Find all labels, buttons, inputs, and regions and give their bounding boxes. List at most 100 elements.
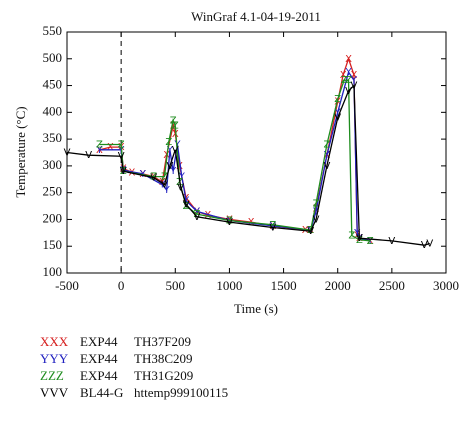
legend-tag: TH31G209 [134,368,193,383]
point-marker: V [183,199,190,210]
point-marker: X [345,54,352,65]
point-marker: Z [345,75,352,86]
point-marker: Z [226,216,233,227]
y-axis-label: Temperature (°C) [13,106,28,197]
point-marker: V [269,222,276,233]
point-marker: V [120,166,127,177]
point-marker: V [64,148,71,159]
point-marker: V [166,161,173,172]
point-marker: V [85,150,92,161]
point-marker: V [323,161,330,172]
point-marker: X [176,161,183,172]
point-marker: Z [165,137,172,148]
x-tick-label: 0 [118,278,125,293]
point-marker: Y [158,180,166,191]
point-marker: Y [169,166,177,177]
legend-name: EXP44 [80,368,118,383]
y-tick-label: 400 [43,103,63,118]
point-marker: Z [313,198,320,209]
y-tick-label: 450 [43,77,63,92]
point-marker: X [170,121,177,132]
point-marker: V [118,151,125,162]
point-marker: Z [323,139,330,150]
point-marker: Z [269,220,276,231]
x-tick-label: 3000 [433,278,459,293]
y-tick-label: 200 [43,210,63,225]
x-tick-label: 500 [166,278,186,293]
series-line [99,79,371,242]
point-marker: Z [341,75,348,86]
point-marker: Z [348,231,355,242]
point-marker: Y [163,185,171,196]
point-marker: V [172,145,179,156]
point-marker: Y [166,145,174,156]
legend-marker: XXX [40,334,69,349]
point-marker: Z [170,115,177,126]
point-marker: V [194,212,201,223]
legend-name: EXP44 [80,334,118,349]
point-marker: Z [367,236,374,247]
point-marker: Z [183,201,190,212]
x-tick-label: 1500 [271,278,297,293]
legend-marker: VVV [40,385,69,400]
legend-tag: TH38C209 [134,351,193,366]
point-marker: V [426,239,433,250]
point-marker: Z [194,209,201,220]
point-marker: V [161,180,168,191]
point-marker: V [177,182,184,193]
point-marker: Z [334,94,341,105]
chart-title: WinGraf 4.1-04-19-2011 [191,9,321,24]
point-marker: V [345,86,352,97]
x-tick-label: 1000 [216,278,242,293]
point-marker: V [307,226,314,237]
y-tick-label: 300 [43,157,63,172]
point-marker: Y [323,150,331,161]
point-marker: Z [172,121,179,132]
point-marker: V [388,236,395,247]
x-axis-label: Time (s) [234,301,278,316]
y-tick-label: 150 [43,237,63,252]
point-marker: V [150,173,157,184]
point-marker: X [107,142,114,153]
point-marker: Y [193,206,201,217]
point-marker: Y [350,75,358,86]
point-marker: Z [161,172,168,183]
legend-tag: TH37F209 [134,334,191,349]
point-marker: Z [118,139,125,150]
point-marker: Z [96,139,103,150]
series-line [99,70,371,242]
point-marker: V [356,233,363,244]
y-tick-label: 250 [43,184,63,199]
legend-marker: ZZZ [40,368,64,383]
point-marker: Y [334,107,342,118]
y-tick-label: 350 [43,130,63,145]
point-marker: V [334,113,341,124]
point-marker: Y [269,221,277,232]
point-marker: X [351,70,358,81]
y-tick-label: 550 [43,23,63,38]
point-marker: Y [178,172,186,183]
y-tick-label: 100 [43,264,63,279]
x-tick-label: 2000 [325,278,351,293]
legend-tag: httemp999100115 [134,385,228,400]
point-marker: V [351,81,358,92]
y-tick-label: 500 [43,50,63,65]
point-marker: Y [312,206,320,217]
point-marker: Y [182,196,190,207]
point-marker: Z [356,235,363,246]
x-tick-label: 2500 [379,278,405,293]
point-marker: V [421,240,428,251]
point-marker: V [313,214,320,225]
point-marker: X [354,231,361,242]
legend-name: BL44-G [80,385,123,400]
legend-marker: YYY [40,351,69,366]
point-marker: Y [344,67,352,78]
point-marker: X [340,70,347,81]
point-marker: V [226,217,233,228]
point-marker: X [159,177,166,188]
point-marker: Y [353,228,361,239]
point-marker: X [334,97,341,108]
x-tick-label: -500 [55,278,79,293]
legend-name: EXP44 [80,351,118,366]
